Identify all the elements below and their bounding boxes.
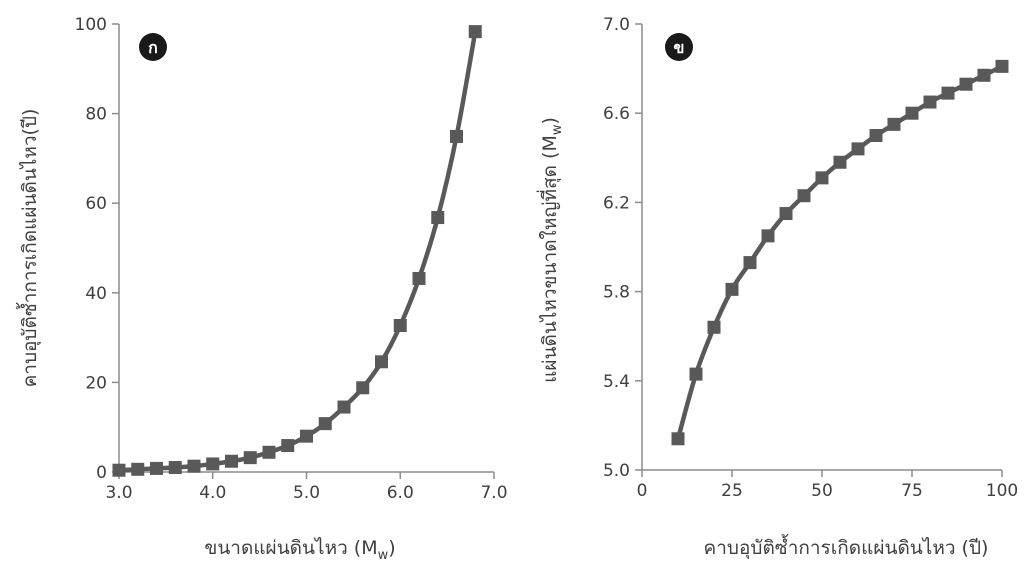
panel-a-y-tick-label: 80 — [85, 105, 107, 125]
panel-a-x-tick-label: 7.0 — [480, 483, 507, 503]
panel-b-x-tick-label: 75 — [901, 481, 923, 501]
panel-a-y-tick-label: 20 — [85, 373, 107, 393]
panel-b-badge: ข — [665, 33, 693, 61]
panel-b-ylabel-main: แผ่นดินไหวขนาดใหญ่ที่สุด (M — [536, 135, 562, 383]
panel-a-xlabel-suffix: ) — [388, 537, 395, 559]
panel-a-axes: 0 20 40 60 80 100 3.0 4.0 5.0 6.0 7.0 — [75, 15, 508, 503]
panel-b-y-tick-label: 5.0 — [603, 461, 630, 481]
panel-a-xlabel: ขนาดแผ่นดินไหว (Mw) — [204, 537, 395, 563]
panel-b-data-point — [797, 189, 811, 203]
panel-a-badge: ก — [139, 33, 167, 61]
panel-b-data-point — [779, 207, 793, 221]
panel-b-data-point — [833, 155, 847, 169]
panel-a-y-tick-label: 0 — [96, 463, 107, 483]
panel-a-y-tick-label: 40 — [85, 284, 107, 304]
panel-a-data-point — [262, 445, 276, 459]
panel-b-axes: 5.0 5.4 5.8 6.2 6.6 7.0 0 25 50 75 100 — [603, 15, 1018, 501]
panel-b-x-tick-label: 25 — [721, 481, 743, 501]
panel-b-data-point — [815, 171, 829, 185]
panel-b-data-point — [995, 59, 1009, 73]
panel-a-x-tick-label: 5.0 — [293, 483, 320, 503]
panel-b-data-point — [905, 106, 919, 120]
panel-a-data-point — [431, 211, 445, 225]
panel-b-y-tick-label: 6.6 — [603, 104, 630, 124]
panel-a-data-point — [131, 462, 145, 476]
chart-panel-a: 0 20 40 60 80 100 3.0 4.0 5.0 6.0 7.0 ก ขนาดแผ่นดิ… — [16, 15, 508, 563]
panel-a-y-tick-label: 60 — [85, 194, 107, 214]
panel-b-data-point — [923, 95, 937, 109]
panel-b-x-tick-label: 50 — [811, 481, 833, 501]
panel-a-xlabel-main: ขนาดแผ่นดินไหว (M — [204, 537, 377, 559]
panel-b-data-point — [977, 68, 991, 82]
panel-a-x-tick-label: 4.0 — [199, 483, 226, 503]
panel-a-data-point — [281, 439, 295, 453]
panel-b-series-line — [675, 64, 1005, 442]
panel-b-data-point — [761, 229, 775, 243]
panel-b-data-point — [869, 129, 883, 142]
panel-b-x-tick-label: 100 — [986, 481, 1018, 501]
panel-a-data-point — [206, 457, 220, 471]
panel-a-data-point — [187, 459, 201, 473]
panel-b-y-tick-label: 5.4 — [603, 372, 630, 392]
panel-a-xlabel-sub: w — [378, 548, 389, 563]
panel-a-data-point — [393, 319, 407, 333]
panel-a-data-point — [318, 417, 332, 431]
panel-b-data-point — [743, 256, 757, 270]
panel-a-data-point — [243, 451, 257, 465]
chart-panel-b: 5.0 5.4 5.8 6.2 6.6 7.0 0 25 50 75 100 ข คาบอุบัติ… — [536, 15, 1018, 560]
panel-b-data-point — [707, 320, 721, 334]
panel-b-x-tick-label: 0 — [637, 481, 648, 501]
panel-b-y-tick-label: 6.2 — [603, 193, 630, 213]
panel-a-data-point — [337, 400, 351, 414]
panel-a-x-tick-label: 3.0 — [105, 483, 132, 503]
panel-b-badge-circle — [665, 33, 693, 61]
panel-b-ylabel-sub: w — [550, 124, 565, 135]
panel-a-badge-circle — [139, 33, 167, 61]
panel-a-data-point — [150, 461, 163, 475]
panel-a-y-tick-label: 100 — [75, 15, 107, 35]
panel-a-data-point — [225, 454, 238, 468]
panel-b-y-tick-label: 5.8 — [603, 283, 630, 303]
panel-b-ylabel: แผ่นดินไหวขนาดใหญ่ที่สุด (Mw) — [536, 117, 565, 383]
panel-b-badge-label: ข — [674, 38, 685, 57]
panel-b-y-tick-label: 7.0 — [603, 15, 630, 35]
panel-a-data-point — [356, 381, 370, 395]
panel-a-data-point — [375, 355, 388, 369]
panel-a-data-point — [300, 429, 313, 443]
panel-a-x-tick-label: 6.0 — [387, 483, 414, 503]
panel-a-data-point — [450, 129, 463, 143]
panel-a-data-point — [112, 463, 126, 477]
panel-b-data-point — [941, 86, 955, 100]
panel-b-data-point — [887, 117, 901, 131]
panel-a-series-line — [116, 29, 478, 473]
panel-a-badge-label: ก — [148, 38, 158, 57]
panel-a-ylabel: คาบอุบัติซ้ำการเกิดแผ่นดินไหว(ปี) — [16, 109, 42, 388]
panel-b-data-point — [689, 367, 703, 381]
panel-a-data-point — [412, 271, 426, 285]
panel-a-data-point — [468, 25, 482, 39]
panel-b-xlabel: คาบอุบัติซ้ำการเกิดแผ่นดินไหว (ปี) — [704, 534, 989, 560]
panel-b-data-point — [725, 282, 739, 296]
panel-b-data-point — [959, 77, 973, 91]
panel-a-data-point — [168, 461, 182, 475]
panel-b-data-point — [851, 142, 865, 156]
panel-b-data-point — [671, 432, 685, 446]
panel-b-ylabel-suffix: ) — [539, 117, 561, 124]
